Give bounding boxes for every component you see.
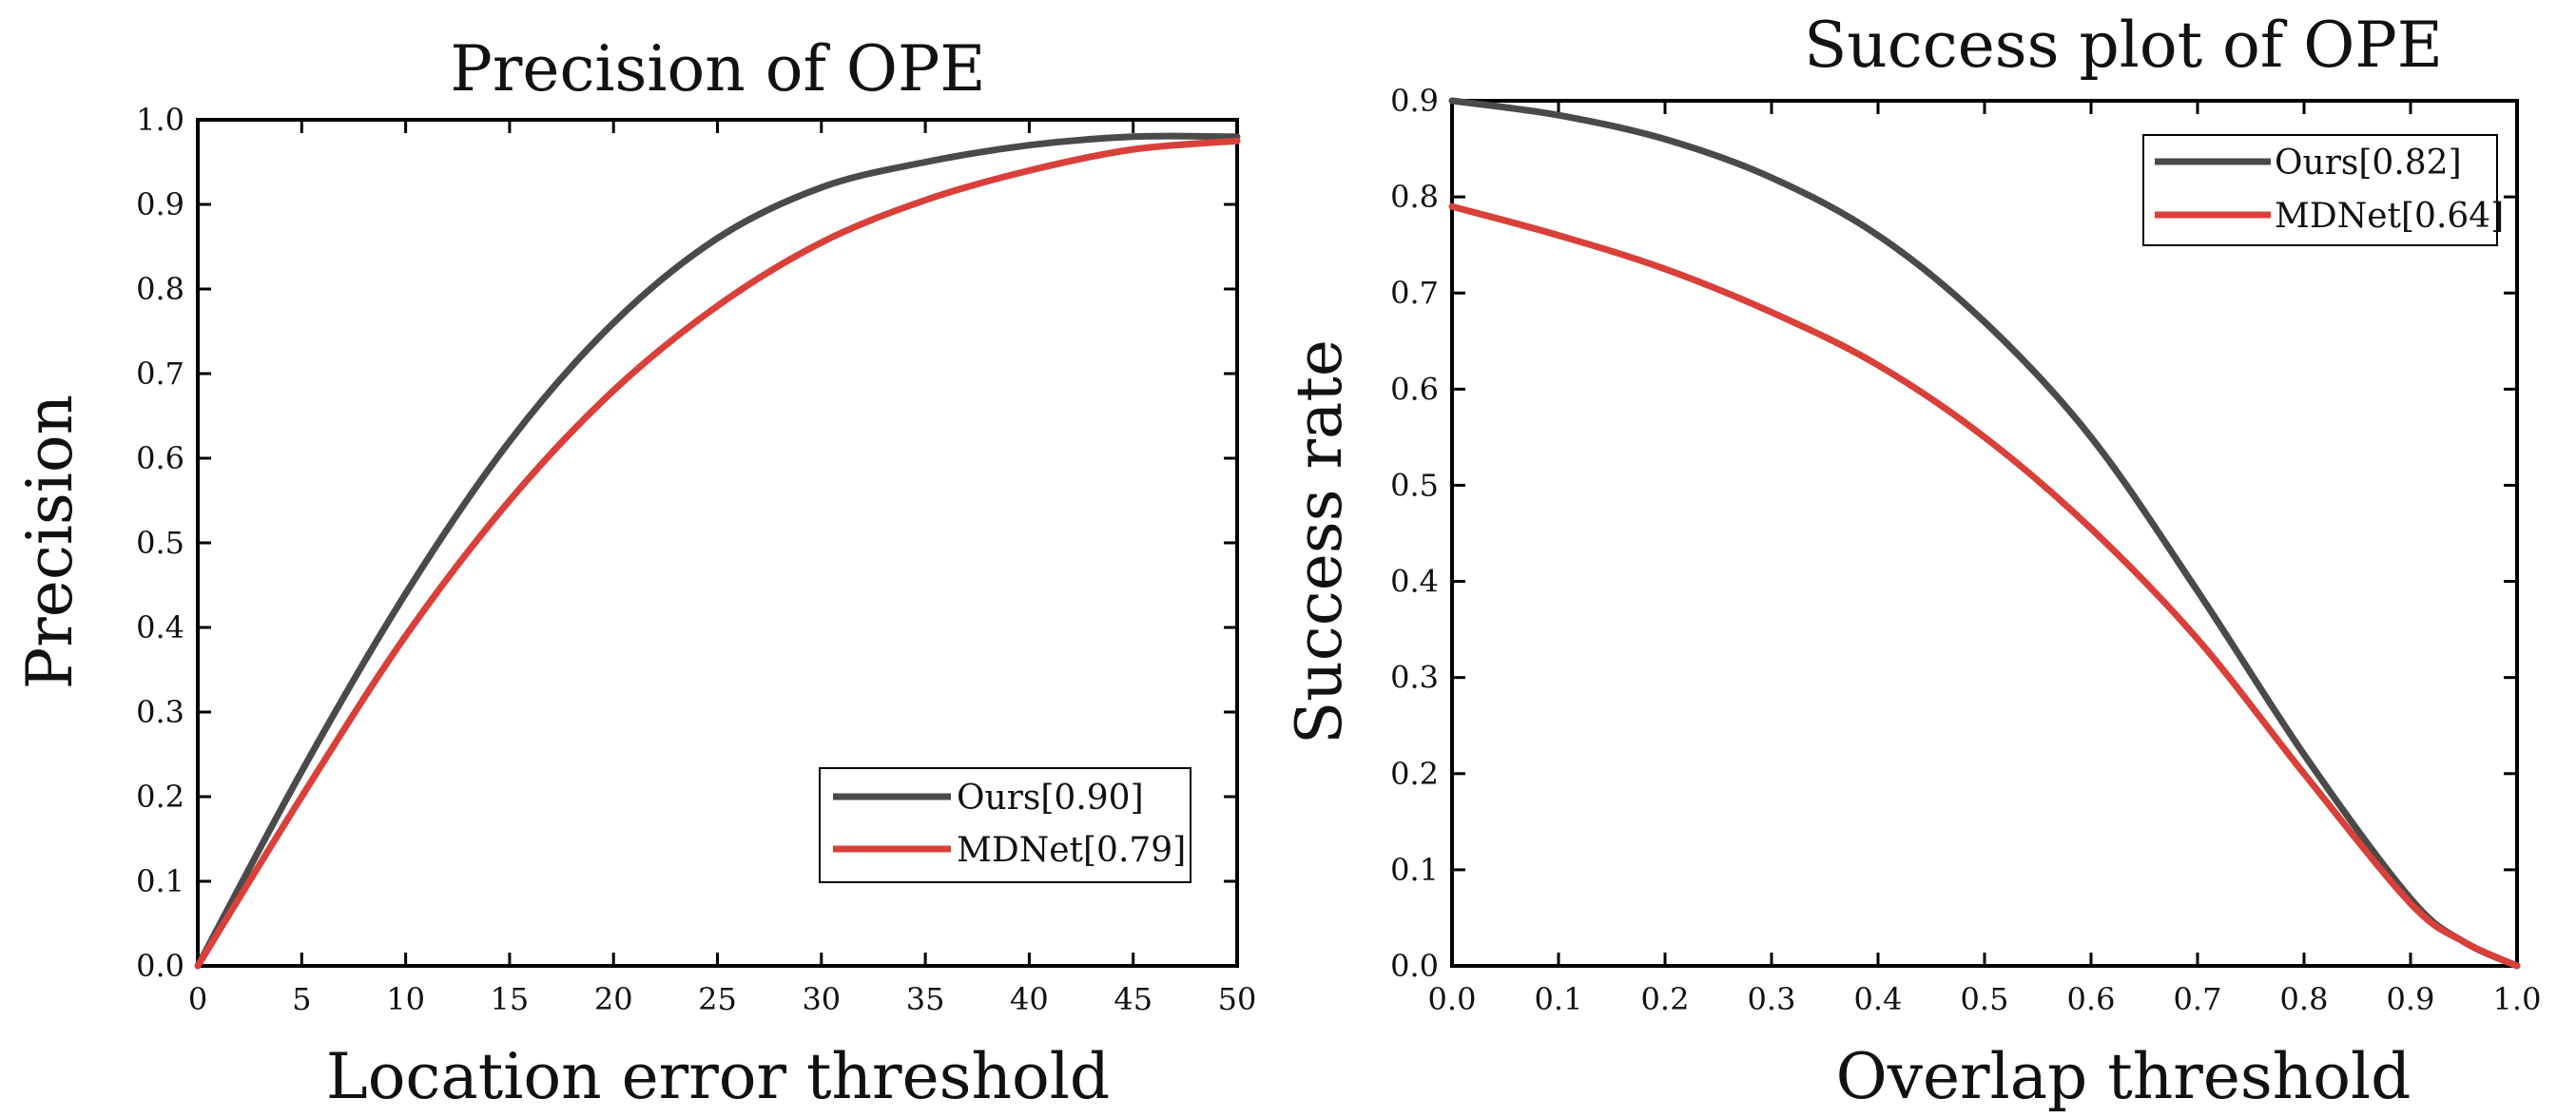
success-ticks: 0.0 0.1 0.2 0.3 0.4 0.5 0.6 0.7 0.8 0.9 1.0 0.0 0.1 0… [1390, 83, 2541, 1017]
success-legend: Ours[0.82] MDNet[0.64] [2142, 134, 2504, 246]
precision-x-tick-label: 15 [491, 981, 530, 1017]
precision-x-tick-label: 50 [1218, 981, 1257, 1017]
legend-label-ours: Ours[0.82] [2275, 144, 2462, 183]
precision-y-tick-label: 0.4 [136, 609, 184, 646]
success-x-tick-label: 0.7 [2174, 981, 2222, 1017]
success-lines [1448, 97, 2521, 970]
success-legend-box [2142, 134, 2498, 246]
precision-y-tick-label: 0.8 [136, 271, 184, 307]
success-x-tick-label: 0.0 [1428, 981, 1477, 1017]
precision-y-tick-label: 0.2 [136, 779, 184, 815]
precision-x-tick-label: 35 [906, 981, 945, 1017]
success-y-tick-label: 0.0 [1390, 948, 1439, 984]
success-x-tick-label: 0.9 [2387, 981, 2435, 1017]
precision-y-tick-label: 0.1 [136, 863, 184, 899]
precision-chart-xlabel: Location error threshold [326, 1040, 1110, 1113]
success-x-tick-label: 1.0 [2493, 981, 2542, 1017]
precision-chart-ylabel: Precision [13, 395, 87, 689]
success-x-tick-label: 0.2 [1641, 981, 1690, 1017]
success-chart-title: Success plot of OPE [1804, 9, 2443, 82]
precision-y-tick-label: 0.6 [136, 440, 184, 476]
precision-x-tick-label: 5 [292, 981, 311, 1017]
success-y-tick-label: 0.1 [1390, 852, 1439, 888]
success-y-tick-label: 0.7 [1390, 275, 1439, 311]
precision-y-tick-label: 0.9 [136, 186, 184, 222]
success-x-tick-label: 0.3 [1748, 981, 1796, 1017]
precision-y-tick-label: 1.0 [136, 102, 184, 138]
precision-x-tick-label: 20 [594, 981, 633, 1017]
success-y-tick-label: 0.8 [1390, 179, 1439, 215]
precision-y-tick-label: 0.3 [136, 694, 184, 730]
precision-series-line-ours [194, 132, 1241, 970]
success-chart-xlabel: Overlap threshold [1836, 1040, 2411, 1113]
legend-label-mdnet: MDNet[0.64] [2275, 197, 2504, 236]
success-y-tick-label: 0.5 [1390, 467, 1439, 503]
precision-x-tick-label: 45 [1114, 981, 1152, 1017]
legend-label-mdnet: MDNet[0.79] [957, 831, 1186, 870]
precision-legend-box [819, 767, 1191, 883]
success-x-tick-label: 0.8 [2280, 981, 2329, 1017]
precision-x-tick-label: 25 [698, 981, 737, 1017]
success-chart: Success plot of OPE Overlap threshold Su… [1283, 9, 2541, 1113]
precision-y-tick-label: 0.0 [136, 948, 184, 984]
precision-x-tick-label: 30 [802, 981, 841, 1017]
success-series-line-ours [1448, 97, 2521, 970]
precision-y-tick-label: 0.5 [136, 525, 184, 561]
precision-y-tick-label: 0.7 [136, 356, 184, 392]
precision-x-tick-label: 10 [386, 981, 425, 1017]
success-x-tick-label: 0.4 [1854, 981, 1903, 1017]
success-y-tick-label: 0.9 [1390, 83, 1439, 119]
precision-legend: Ours[0.90] MDNet[0.79] [819, 767, 1191, 883]
success-x-tick-label: 0.6 [2067, 981, 2116, 1017]
success-x-tick-label: 0.5 [1961, 981, 2009, 1017]
precision-chart-title: Precision of OPE [450, 32, 985, 106]
precision-chart: Precision of OPE Location error threshol… [13, 32, 1256, 1113]
success-y-tick-label: 0.2 [1390, 756, 1439, 792]
precision-ticks: 0 5 10 15 20 25 30 35 40 45 50 0.0 0.1 0.2 0.3 0.4 0.5 0.… [136, 102, 1256, 1017]
success-y-tick-label: 0.4 [1390, 564, 1439, 600]
success-chart-ylabel: Success rate [1283, 339, 1356, 744]
success-y-tick-label: 0.6 [1390, 371, 1439, 407]
precision-series-line-mdnet [194, 137, 1241, 970]
precision-x-tick-label: 40 [1010, 981, 1049, 1017]
legend-label-ours: Ours[0.90] [957, 779, 1144, 818]
success-y-tick-label: 0.3 [1390, 660, 1439, 696]
precision-x-tick-label: 0 [188, 981, 207, 1017]
success-series-line-mdnet [1448, 202, 2521, 970]
success-x-tick-label: 0.1 [1535, 981, 1583, 1017]
precision-lines [194, 132, 1241, 970]
